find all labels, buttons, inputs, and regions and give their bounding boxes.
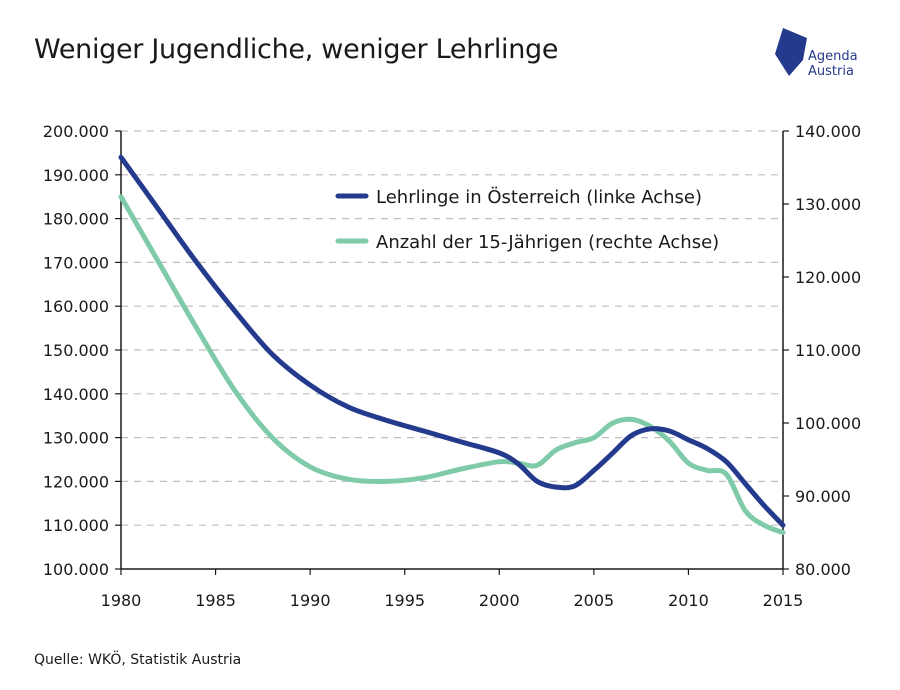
left-tick-label: 160.000 [43, 297, 109, 316]
left-tick-label: 130.000 [43, 429, 109, 448]
x-tick-label: 2010 [668, 591, 709, 610]
left-tick-label: 120.000 [43, 472, 109, 491]
left-tick-label: 200.000 [43, 122, 109, 141]
left-tick-label: 190.000 [43, 166, 109, 185]
right-tick-label: 110.000 [795, 341, 861, 360]
logo-text-line1: Agenda [808, 49, 858, 64]
x-tick-label: 1980 [101, 591, 142, 610]
right-tick-label: 130.000 [795, 195, 861, 214]
x-tick-label: 1990 [290, 591, 331, 610]
series-line-15-jaehrige [118, 194, 786, 535]
x-tick-label: 2000 [479, 591, 520, 610]
left-tick-label: 100.000 [43, 560, 109, 579]
left-tick-label: 170.000 [43, 253, 109, 272]
right-tick-label: 140.000 [795, 122, 861, 141]
agenda-austria-logo: Agenda Austria [775, 28, 865, 80]
left-tick-label: 150.000 [43, 341, 109, 360]
logo-mark-icon [775, 28, 807, 76]
source-note: Quelle: WKÖ, Statistik Austria [34, 652, 242, 668]
chart-title: Weniger Jugendliche, weniger Lehrlinge [34, 34, 559, 65]
left-tick-label: 140.000 [43, 385, 109, 404]
left-tick-label: 110.000 [43, 516, 109, 535]
legend-label: Lehrlinge in Österreich (linke Achse) [376, 186, 702, 208]
x-tick-label: 1985 [195, 591, 236, 610]
x-tick-label: 2005 [573, 591, 614, 610]
x-tick-label: 1995 [384, 591, 425, 610]
x-tick-label: 2015 [763, 591, 804, 610]
legend-label: Anzahl der 15-Jährigen (rechte Achse) [376, 232, 719, 253]
right-tick-label: 100.000 [795, 414, 861, 433]
series-line-lehrlinge [118, 154, 786, 528]
left-tick-label: 180.000 [43, 210, 109, 229]
right-tick-label: 80.000 [795, 560, 851, 579]
logo-text-line2: Austria [808, 64, 854, 79]
right-tick-label: 90.000 [795, 487, 851, 506]
right-tick-label: 120.000 [795, 268, 861, 287]
